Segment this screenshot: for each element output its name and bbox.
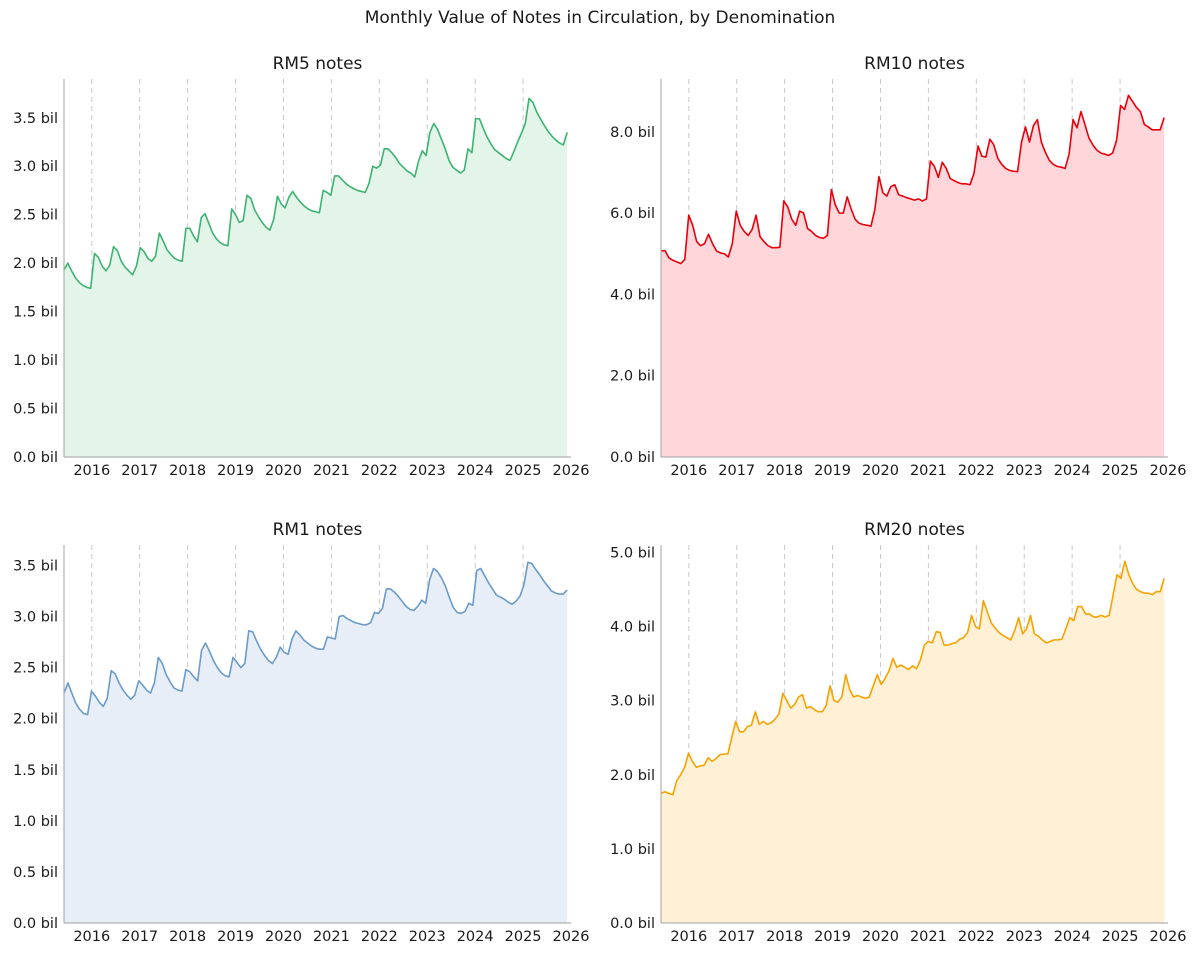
y-tick-label: 3.5 bil <box>13 558 58 574</box>
x-tick-label: 2025 <box>505 929 542 945</box>
x-tick-label: 2023 <box>409 463 446 479</box>
series-line <box>660 560 1165 796</box>
y-tick-label: 8.0 bil <box>610 125 655 141</box>
x-tick-label: 2025 <box>1102 929 1139 945</box>
y-tick-label: 2.0 bil <box>13 256 58 272</box>
y-tick-label: 2.5 bil <box>13 661 58 677</box>
y-tick-label: 0.0 bil <box>610 916 655 932</box>
series-line <box>63 97 568 290</box>
figure-title: Monthly Value of Notes in Circulation, b… <box>364 8 836 28</box>
chart-panel-1: RM5 notes 0.0 bil 0.5 bil 1.0 bil 1.5 bil 2.0… <box>13 54 589 479</box>
series-line <box>63 561 568 716</box>
x-tick-label: 2018 <box>169 929 206 945</box>
y-tick-label: 2.0 bil <box>13 712 58 728</box>
y-tick-label: 0.5 bil <box>13 865 58 881</box>
x-tick-label: 2017 <box>718 463 755 479</box>
x-tick-label: 2026 <box>553 929 590 945</box>
x-tick-label: 2016 <box>73 929 110 945</box>
x-tick-label: 2021 <box>313 929 350 945</box>
y-tick-label: 1.5 bil <box>13 305 58 321</box>
x-tick-label: 2023 <box>1006 929 1043 945</box>
x-tick-label: 2026 <box>1150 463 1187 479</box>
x-tick-label: 2019 <box>814 463 851 479</box>
x-tick-label: 2020 <box>862 929 899 945</box>
x-tick-label: 2018 <box>766 463 803 479</box>
y-tick-label: 2.5 bil <box>13 208 58 224</box>
x-tick-label: 2024 <box>457 463 494 479</box>
x-tick-label: 2021 <box>313 463 350 479</box>
series-area <box>661 561 1165 923</box>
chart-title: RM10 notes <box>864 54 965 74</box>
y-tick-label: 0.5 bil <box>13 402 58 418</box>
x-tick-label: 2025 <box>505 463 542 479</box>
y-tick-label: 4.0 bil <box>610 620 655 636</box>
y-tick-label: 1.0 bil <box>610 842 655 858</box>
x-tick-label: 2021 <box>910 929 947 945</box>
x-tick-label: 2022 <box>361 929 398 945</box>
x-tick-label: 2017 <box>121 929 158 945</box>
x-tick-label: 2022 <box>958 463 995 479</box>
x-tick-label: 2019 <box>217 463 254 479</box>
x-tick-label: 2023 <box>1006 463 1043 479</box>
x-tick-label: 2025 <box>1102 463 1139 479</box>
chart-panel-4: RM20 notes 0.0 bil 1.0 bil 2.0 bil 3.0 bil 4.… <box>610 520 1186 945</box>
x-tick-label: 2016 <box>670 929 707 945</box>
y-tick-label: 2.0 bil <box>610 768 655 784</box>
x-tick-label: 2016 <box>73 463 110 479</box>
chart-panel-3: RM1 notes 0.0 bil 0.5 bil 1.0 bil 1.5 bil 2.0… <box>13 520 589 945</box>
x-tick-label: 2024 <box>457 929 494 945</box>
y-tick-label: 6.0 bil <box>610 206 655 222</box>
y-tick-label: 1.5 bil <box>13 763 58 779</box>
chart-title: RM1 notes <box>273 520 363 540</box>
chart-title: RM20 notes <box>864 520 965 540</box>
y-tick-label: 3.0 bil <box>13 159 58 175</box>
x-tick-label: 2020 <box>265 463 302 479</box>
y-tick-label: 3.0 bil <box>13 610 58 626</box>
y-tick-label: 2.0 bil <box>610 369 655 385</box>
x-tick-label: 2017 <box>718 929 755 945</box>
y-tick-label: 0.0 bil <box>13 450 58 466</box>
y-tick-label: 4.0 bil <box>610 287 655 303</box>
x-tick-label: 2020 <box>265 929 302 945</box>
x-tick-label: 2019 <box>217 929 254 945</box>
x-tick-label: 2019 <box>814 929 851 945</box>
chart-title: RM5 notes <box>273 54 363 74</box>
series-area <box>64 562 568 923</box>
x-tick-label: 2016 <box>670 463 707 479</box>
x-tick-label: 2022 <box>958 929 995 945</box>
x-tick-label: 2026 <box>1150 929 1187 945</box>
y-tick-label: 1.0 bil <box>13 814 58 830</box>
chart-panel-2: RM10 notes 0.0 bil 2.0 bil 4.0 bil 6.0 bil 8.… <box>610 54 1186 479</box>
series-area <box>661 95 1165 457</box>
x-tick-label: 2018 <box>169 463 206 479</box>
y-tick-label: 3.0 bil <box>610 694 655 710</box>
x-tick-label: 2021 <box>910 463 947 479</box>
x-tick-label: 2023 <box>409 929 446 945</box>
x-tick-label: 2024 <box>1054 929 1091 945</box>
series-area <box>64 98 568 457</box>
x-tick-label: 2022 <box>361 463 398 479</box>
x-tick-label: 2018 <box>766 929 803 945</box>
series-line <box>660 94 1165 265</box>
y-tick-label: 0.0 bil <box>610 450 655 466</box>
x-tick-label: 2024 <box>1054 463 1091 479</box>
y-tick-label: 1.0 bil <box>13 353 58 369</box>
x-tick-label: 2017 <box>121 463 158 479</box>
x-tick-label: 2020 <box>862 463 899 479</box>
y-tick-label: 5.0 bil <box>610 545 655 561</box>
y-tick-label: 0.0 bil <box>13 916 58 932</box>
x-tick-label: 2026 <box>553 463 590 479</box>
y-tick-label: 3.5 bil <box>13 111 58 127</box>
